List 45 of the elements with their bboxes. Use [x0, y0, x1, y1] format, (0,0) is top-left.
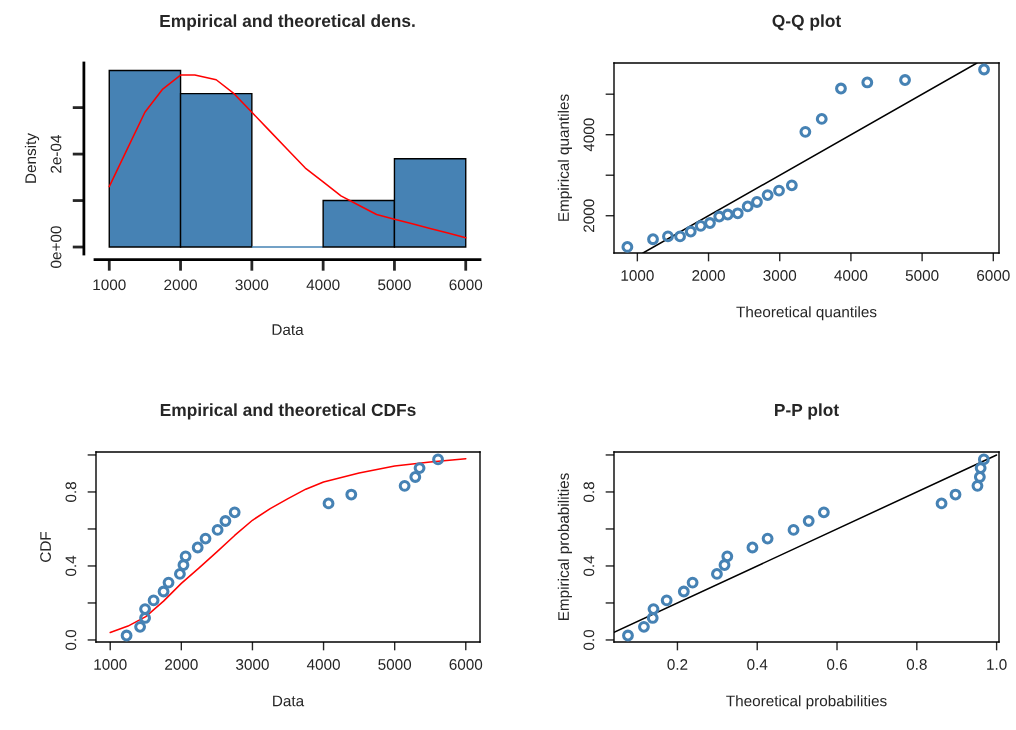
- x-tick-label: 2000: [692, 270, 725, 281]
- x-tick-label: 3000: [235, 279, 269, 291]
- y-axis-title: Empirical quantiles: [557, 94, 572, 221]
- x-tick-label: 1000: [93, 279, 126, 291]
- x-tick-label: 2000: [164, 279, 197, 291]
- chart-title: P-P plot: [775, 403, 839, 420]
- x-tick-label: 4000: [834, 270, 868, 281]
- x-tick-label: 6000: [449, 279, 483, 291]
- x-axis-title: Data: [272, 324, 304, 336]
- chart-title: Empirical and theoretical dens.: [160, 14, 415, 31]
- y-axis-title: Empirical probabilities: [557, 473, 572, 621]
- y-tick-label: 0.8: [583, 482, 595, 502]
- x-tick-label: 5000: [378, 279, 411, 291]
- x-tick-label: 2000: [165, 659, 198, 670]
- x-tick-label: 3000: [236, 659, 269, 670]
- chart-title: Empirical and theoretical CDFs: [160, 403, 416, 420]
- x-axis-title: Theoretical quantiles: [736, 306, 877, 321]
- x-tick-label: 5000: [905, 270, 939, 281]
- y-tick-label: 0.0: [583, 629, 595, 650]
- x-tick-label: 1000: [621, 270, 654, 281]
- x-tick-label: 0.2: [667, 659, 688, 670]
- y-axis-title: CDF: [40, 531, 51, 562]
- y-tick-label: 4000: [583, 118, 595, 152]
- y-tick-label: 0.4: [583, 555, 595, 576]
- y-tick-label: 0.4: [65, 555, 77, 576]
- x-tick-label: 1.0: [987, 659, 1007, 670]
- x-axis-title: Theoretical probabilities: [726, 695, 887, 710]
- y-tick-label: 0.8: [65, 482, 77, 502]
- x-tick-label: 4000: [306, 659, 340, 670]
- x-tick-label: 3000: [763, 270, 797, 281]
- x-tick-label: 0.6: [827, 659, 847, 670]
- y-axis-title: Density: [24, 133, 40, 183]
- x-tick-label: 1000: [94, 659, 127, 670]
- y-tick-label: 2e-04: [50, 134, 62, 173]
- x-tick-label: 6000: [977, 270, 1010, 281]
- x-tick-label: 0.8: [906, 659, 927, 670]
- x-tick-label: 6000: [449, 659, 483, 670]
- x-axis-title: Data: [273, 695, 305, 707]
- chart-title: Q-Q plot: [772, 14, 841, 31]
- x-tick-label: 4000: [306, 279, 340, 291]
- y-tick-label: 0.0: [65, 629, 77, 650]
- x-tick-label: 5000: [378, 659, 412, 670]
- x-tick-label: 0.4: [747, 659, 768, 670]
- y-tick-label: 0e+00: [50, 226, 62, 268]
- y-tick-label: 2000: [583, 199, 595, 232]
